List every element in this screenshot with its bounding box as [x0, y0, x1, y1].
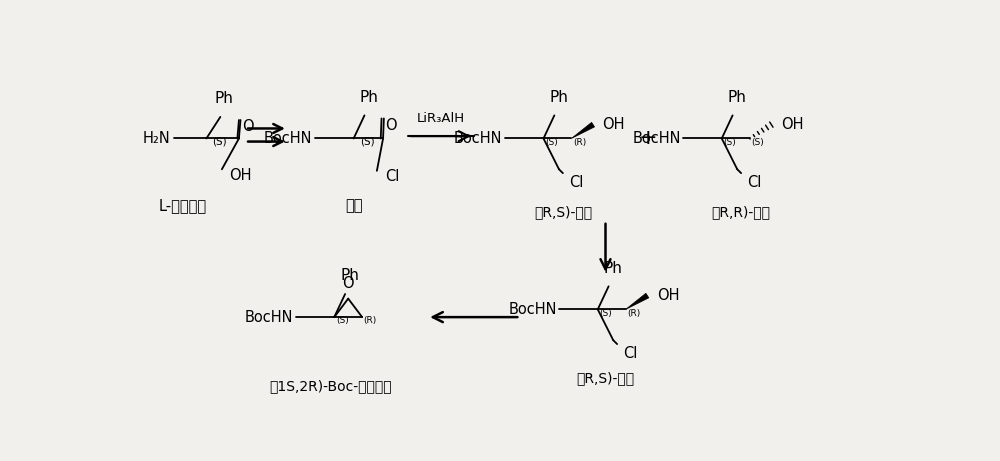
Text: (S): (S) — [751, 138, 764, 147]
Text: O: O — [342, 276, 354, 291]
Text: OH: OH — [602, 117, 625, 132]
Text: H₂N: H₂N — [143, 131, 171, 146]
Text: OH: OH — [781, 117, 803, 132]
Text: Ph: Ph — [360, 89, 379, 105]
Text: OH: OH — [230, 168, 252, 183]
Polygon shape — [626, 293, 649, 309]
Text: （R,R)-氯醇: （R,R)-氯醇 — [712, 206, 771, 219]
Text: Cl: Cl — [569, 175, 583, 190]
Text: BocHN: BocHN — [632, 131, 681, 146]
Text: (S): (S) — [213, 136, 227, 147]
Text: (R): (R) — [627, 309, 640, 318]
Text: (S): (S) — [599, 309, 612, 318]
Text: Ph: Ph — [550, 89, 569, 105]
Text: BocHN: BocHN — [245, 310, 293, 325]
Text: LiR₃AlH: LiR₃AlH — [416, 112, 464, 125]
Text: Ph: Ph — [604, 260, 623, 276]
Text: Cl: Cl — [385, 170, 399, 184]
Text: (R): (R) — [364, 316, 377, 325]
Text: Cl: Cl — [623, 346, 638, 361]
Text: Ph: Ph — [214, 91, 233, 106]
Text: （R,S)-氯醇: （R,S)-氯醇 — [534, 206, 592, 219]
Text: Cl: Cl — [747, 175, 762, 190]
Text: (R): (R) — [573, 138, 586, 147]
Text: O: O — [385, 118, 397, 133]
Text: O: O — [242, 119, 254, 135]
Text: Ph: Ph — [340, 268, 359, 283]
Text: (S): (S) — [723, 138, 736, 147]
Text: (S): (S) — [545, 138, 558, 147]
Polygon shape — [571, 122, 595, 138]
Text: +: + — [639, 129, 657, 148]
Text: BocHN: BocHN — [264, 131, 313, 146]
Text: (S): (S) — [336, 316, 349, 325]
Text: （R,S)-氯醇: （R,S)-氯醇 — [576, 371, 635, 385]
Text: BocHN: BocHN — [454, 131, 502, 146]
Text: (S): (S) — [360, 136, 374, 147]
Text: L-苯并氨酸: L-苯并氨酸 — [159, 198, 207, 213]
Text: Ph: Ph — [728, 89, 747, 105]
Text: OH: OH — [657, 288, 679, 303]
Text: 氯酮: 氯酮 — [345, 198, 362, 213]
Text: BocHN: BocHN — [508, 302, 557, 317]
Text: （1S,2R)-Boc-环氧化物: （1S,2R)-Boc-环氧化物 — [269, 379, 392, 393]
